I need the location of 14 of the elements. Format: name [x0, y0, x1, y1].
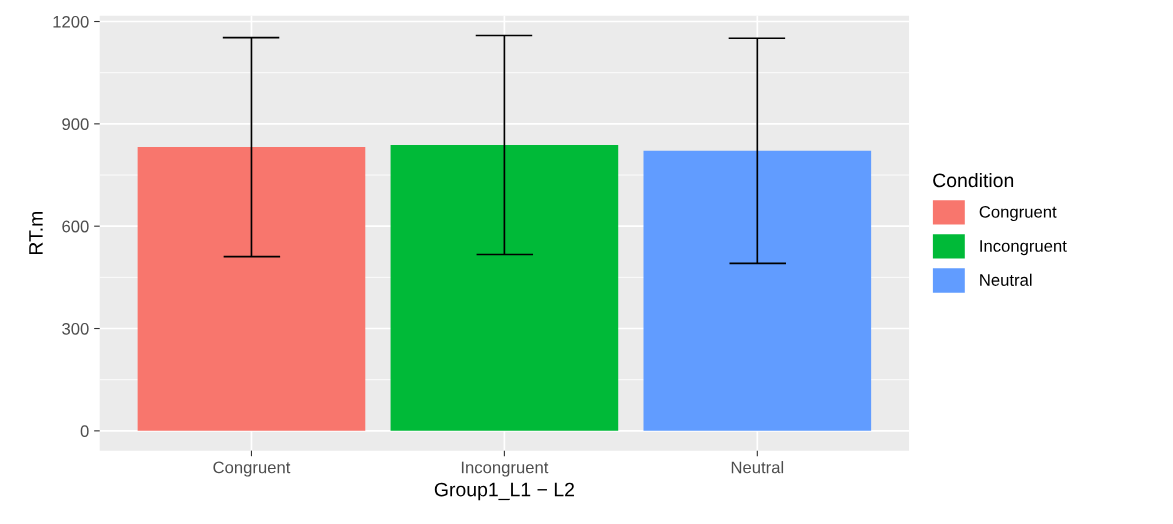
- legend-label: Congruent: [979, 205, 1057, 222]
- y-tick-label: 600: [62, 220, 89, 233]
- y-tick-label: 1200: [53, 15, 89, 28]
- legend-label: Incongruent: [980, 240, 1067, 256]
- x-tick-label: Neutral: [731, 461, 784, 474]
- y-tick-label: 0: [80, 425, 89, 438]
- x-tick-label: Incongruent: [461, 461, 549, 477]
- legend-label: Neutral: [980, 273, 1032, 286]
- x-tick-label: Congruent: [213, 461, 291, 477]
- y-tick-label: 300: [62, 322, 89, 335]
- x-axis-title: Group1_L1 − L2: [434, 482, 574, 501]
- legend-title: Condition: [933, 172, 1014, 188]
- y-tick-label: 900: [62, 118, 89, 131]
- y-axis-title: RT.m: [29, 211, 43, 255]
